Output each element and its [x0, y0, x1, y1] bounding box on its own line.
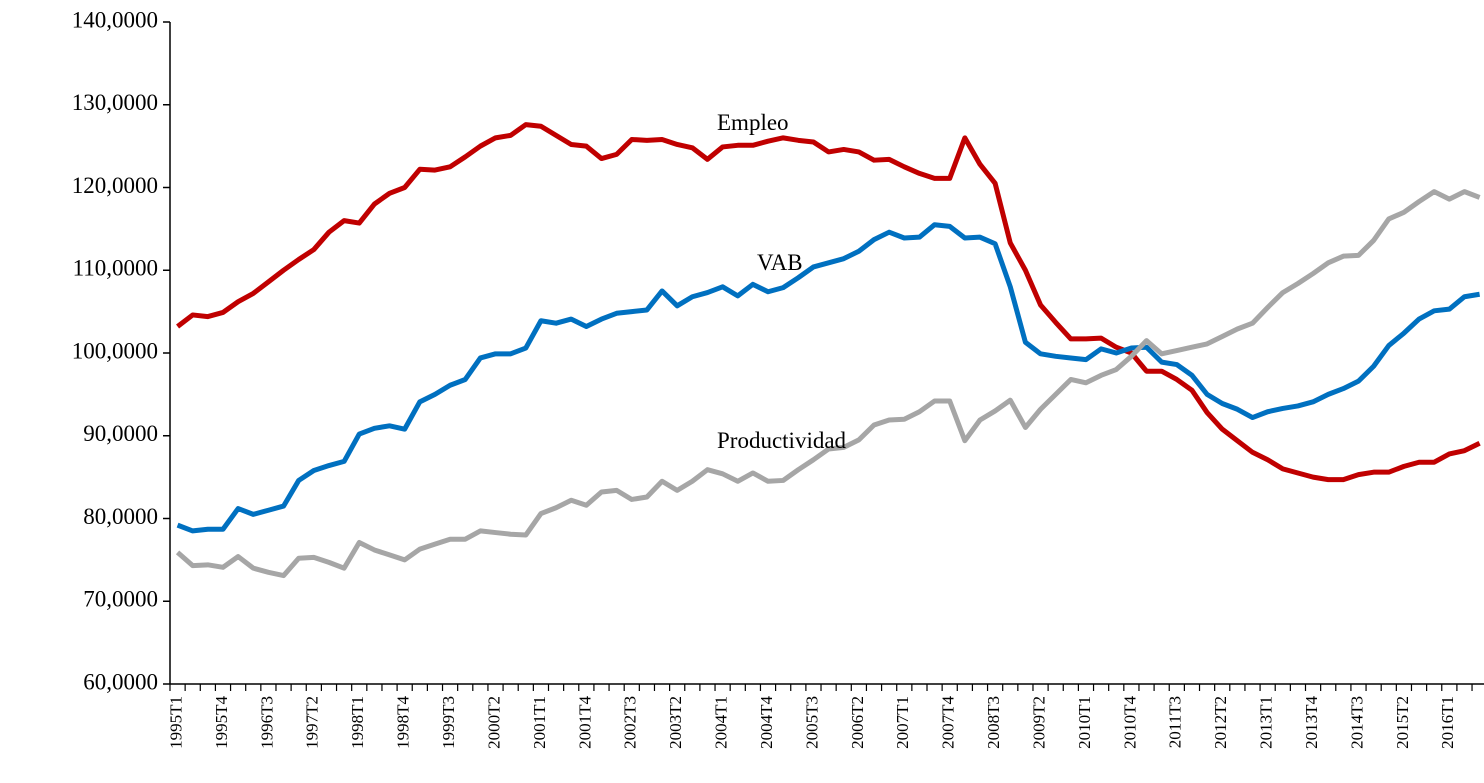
- x-tick-label: 2002T3: [621, 696, 640, 749]
- series-line: [176, 222, 1481, 534]
- x-tick-label: 2004T4: [757, 696, 776, 749]
- series-label: Productividad: [717, 428, 847, 453]
- y-tick-label: 70,0000: [83, 587, 158, 612]
- x-tick-label: 2007T1: [893, 696, 912, 749]
- series-label: VAB: [757, 250, 803, 275]
- x-tick-label: 2008T3: [984, 696, 1003, 749]
- x-tick-label: 2000T2: [484, 696, 503, 749]
- y-tick-label: 90,0000: [83, 421, 158, 446]
- x-tick-label: 2010T4: [1120, 696, 1139, 749]
- series-line: [175, 189, 1481, 579]
- y-tick-label: 80,0000: [83, 504, 158, 529]
- x-tick-label: 2012T2: [1211, 696, 1230, 749]
- y-tick-label: 130,0000: [72, 90, 158, 115]
- x-tick-label: 2013T4: [1302, 696, 1321, 749]
- x-tick-label: 1997T2: [303, 696, 322, 749]
- y-tick-label: 60,0000: [83, 669, 158, 694]
- x-tick-label: 1999T3: [439, 696, 458, 749]
- x-tick-label: 2009T2: [1029, 696, 1048, 749]
- x-tick-label: 1996T3: [257, 696, 276, 749]
- x-ticks: [169, 684, 1473, 691]
- series-label: Empleo: [717, 110, 789, 135]
- y-tick-label: 140,0000: [72, 7, 158, 32]
- x-tick-label: 1995T4: [212, 696, 231, 749]
- x-tick-label: 2004T1: [712, 696, 731, 749]
- x-tick-label: 2015T2: [1393, 696, 1412, 749]
- x-tick-label: 2013T1: [1257, 696, 1276, 749]
- x-tick-label: 1998T4: [394, 696, 413, 749]
- y-tick-label: 100,0000: [72, 338, 158, 363]
- x-tick-label: 2014T3: [1347, 696, 1366, 749]
- x-tick-label: 2007T4: [939, 696, 958, 749]
- x-tick-label: 2005T3: [802, 696, 821, 749]
- x-tick-label: 2016T1: [1438, 696, 1457, 749]
- x-tick-label: 2010T1: [1075, 696, 1094, 749]
- x-tick-label: 2011T3: [1166, 696, 1185, 748]
- y-tick-label: 120,0000: [72, 173, 158, 198]
- x-tick-label: 1995T1: [166, 696, 185, 749]
- x-tick-label: 2001T4: [575, 696, 594, 749]
- x-tick-label: 1998T1: [348, 696, 367, 749]
- x-tick-label: 2001T1: [530, 696, 549, 749]
- series-line: [176, 122, 1481, 483]
- x-tick-label: 2006T2: [848, 696, 867, 749]
- x-tick-label: 2003T2: [666, 696, 685, 749]
- y-tick-label: 110,0000: [73, 256, 158, 281]
